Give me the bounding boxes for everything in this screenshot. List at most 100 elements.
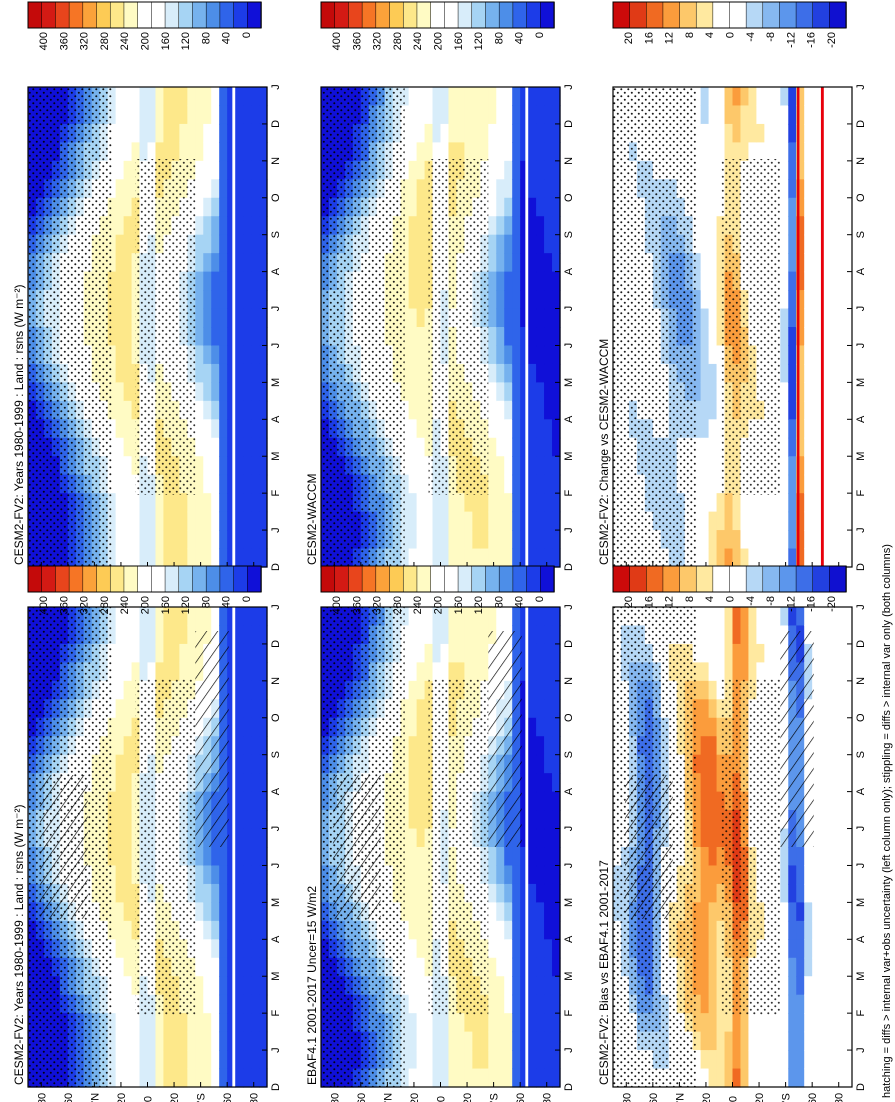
heatmap-cell <box>724 662 734 682</box>
heatmap-cell <box>700 1013 710 1033</box>
heatmap-cell <box>243 791 252 811</box>
stippling <box>428 159 489 495</box>
heatmap-cell <box>243 680 252 700</box>
heatmap-cell <box>552 773 561 793</box>
heatmap-cell <box>227 1031 236 1051</box>
heatmap-cell <box>700 160 710 180</box>
heatmap-cell <box>512 511 521 531</box>
heatmap-cell <box>219 530 228 550</box>
heatmap-cell <box>219 216 228 236</box>
heatmap-cell <box>251 1031 260 1051</box>
heatmap-cell <box>756 662 765 682</box>
heatmap-cell <box>544 123 553 143</box>
heatmap-cell <box>488 883 497 903</box>
heatmap-cell <box>203 363 212 383</box>
heatmap-cell <box>828 625 837 645</box>
heatmap-cell <box>456 142 465 162</box>
heatmap-cell <box>147 493 157 513</box>
heatmap-cell <box>139 607 149 627</box>
heatmap-cell <box>536 920 545 940</box>
heatmap-cell <box>107 699 117 719</box>
heatmap-cell <box>408 957 418 977</box>
heatmap-cell <box>227 957 236 977</box>
heatmap-cell <box>692 437 702 457</box>
heatmap-cell <box>544 105 553 125</box>
heatmap-cell <box>251 548 260 568</box>
heatmap-cell <box>820 773 829 793</box>
heatmap-cell <box>227 363 236 383</box>
heatmap-cell <box>740 123 750 143</box>
stippling <box>321 87 405 567</box>
heatmap-cell <box>259 717 268 737</box>
heatmap-cell <box>544 625 553 645</box>
heatmap-cell <box>440 493 450 513</box>
heatmap-cell <box>748 142 757 162</box>
heatmap-cell <box>107 791 117 811</box>
heatmap-cell <box>700 327 710 347</box>
heatmap-cell <box>195 1050 204 1070</box>
heatmap-cell <box>259 419 268 439</box>
heatmap-cell <box>700 920 710 940</box>
heatmap-cell <box>243 920 252 940</box>
heatmap-cell <box>211 1068 220 1088</box>
heatmap-cell <box>552 810 561 830</box>
heatmap-cell <box>692 530 702 550</box>
heatmap-cell <box>235 308 244 328</box>
heatmap-cell <box>259 382 268 402</box>
heatmap-cell <box>700 976 710 996</box>
heatmap-cell <box>552 902 561 922</box>
heatmap-cell <box>504 1013 513 1033</box>
heatmap-cell <box>243 957 252 977</box>
heatmap-cell <box>195 345 204 365</box>
heatmap-cell <box>235 883 244 903</box>
heatmap-cell <box>131 1013 141 1033</box>
heatmap-cell <box>804 179 813 199</box>
heatmap-cell <box>692 939 702 959</box>
month-tick-label: J <box>855 1047 867 1053</box>
heatmap-cell <box>732 123 742 143</box>
heatmap-cell <box>520 1013 529 1033</box>
heatmap-cell <box>400 382 410 402</box>
heatmap-cell <box>424 105 434 125</box>
heatmap-cell <box>700 939 710 959</box>
heatmap-cell <box>488 493 497 513</box>
heatmap-cell <box>115 327 125 347</box>
heatmap-cell <box>235 327 244 347</box>
heatmap-cell <box>400 1068 410 1088</box>
heatmap-cell <box>804 197 813 217</box>
heatmap-cell <box>416 847 426 867</box>
heatmap-cell <box>107 234 117 254</box>
heatmap-cell <box>488 1050 497 1070</box>
heatmap-cell <box>259 345 268 365</box>
heatmap-cell <box>115 345 125 365</box>
heatmap-cell <box>259 1050 268 1070</box>
heatmap-cell <box>123 625 133 645</box>
heatmap-cell <box>812 345 821 365</box>
heatmap-cell <box>812 197 821 217</box>
heatmap-cell <box>211 197 220 217</box>
heatmap-cell <box>251 419 260 439</box>
heatmap-cell <box>528 253 537 273</box>
heatmap-cell <box>708 717 718 737</box>
heatmap-cell <box>544 883 553 903</box>
heatmap-cell <box>163 662 172 682</box>
heatmap-cell <box>504 271 513 291</box>
heatmap-cell <box>115 253 125 273</box>
heatmap-cell <box>804 474 813 494</box>
coast-gap <box>525 87 529 567</box>
month-tick-label: D <box>855 563 867 571</box>
heatmap-cell <box>820 625 829 645</box>
heatmap-cell <box>708 810 718 830</box>
heatmap-cell <box>219 902 228 922</box>
heatmap-cell <box>820 197 829 217</box>
month-tick-label: M <box>563 972 575 981</box>
heatmap-cell <box>552 754 561 774</box>
heatmap-cell <box>536 419 545 439</box>
heatmap-cell <box>544 216 553 236</box>
heatmap-cell <box>408 883 418 903</box>
heatmap-cell <box>724 1031 734 1051</box>
month-tick-label: F <box>270 490 282 497</box>
heatmap-cell <box>472 607 481 627</box>
heatmap-cell <box>259 493 268 513</box>
heatmap-cell <box>448 1013 458 1033</box>
